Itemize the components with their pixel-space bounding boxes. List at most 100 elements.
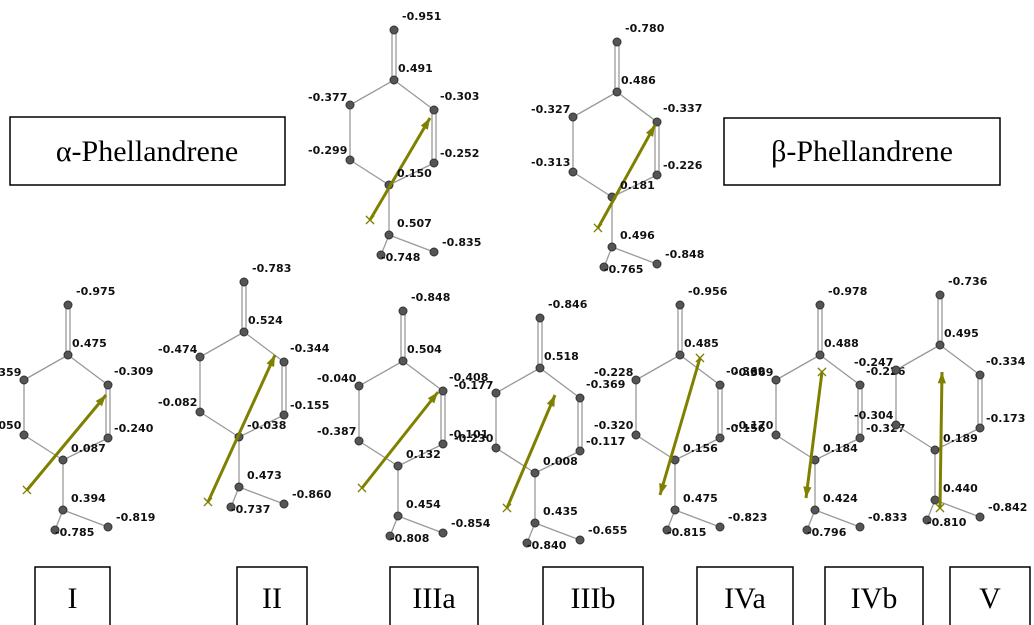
charge-label: -0.313 bbox=[531, 156, 570, 169]
bond bbox=[63, 510, 108, 527]
charge-label: -0.240 bbox=[114, 422, 154, 435]
charge-label: -0.369 bbox=[734, 366, 773, 379]
charge-label: -0.783 bbox=[252, 262, 291, 275]
bond bbox=[350, 80, 394, 105]
atom bbox=[64, 301, 72, 309]
arrow-head bbox=[659, 483, 667, 495]
atom bbox=[816, 351, 824, 359]
bond bbox=[403, 361, 443, 391]
origin-mark: × bbox=[933, 498, 946, 517]
charge-label: -0.337 bbox=[663, 102, 702, 115]
origin-mark: × bbox=[355, 478, 368, 497]
charge-label: -0.956 bbox=[688, 285, 728, 298]
charge-label: -0.320 bbox=[594, 419, 634, 432]
charge-label: -0.038 bbox=[247, 419, 286, 432]
charge-label: 0.496 bbox=[620, 229, 655, 242]
charge-label: -0.155 bbox=[290, 399, 329, 412]
charge-label: -0.334 bbox=[986, 355, 1026, 368]
charge-label: -0.951 bbox=[402, 10, 441, 23]
charge-label: -0.808 bbox=[390, 532, 429, 545]
bond bbox=[573, 92, 617, 117]
arrow-head bbox=[421, 118, 430, 130]
atom bbox=[856, 523, 864, 531]
atom bbox=[64, 351, 72, 359]
charge-label: -0.226 bbox=[663, 159, 703, 172]
origin-mark: × bbox=[500, 498, 513, 517]
charge-label: -0.975 bbox=[76, 285, 115, 298]
atom bbox=[976, 424, 984, 432]
atom bbox=[280, 358, 288, 366]
atom bbox=[385, 231, 393, 239]
atom bbox=[613, 38, 621, 46]
charge-label: 0.473 bbox=[247, 469, 282, 482]
charge-label: -0.823 bbox=[728, 511, 767, 524]
charge-label: 0.454 bbox=[406, 498, 441, 511]
charge-label: -0.835 bbox=[442, 236, 481, 249]
bond bbox=[200, 412, 239, 437]
bond bbox=[776, 355, 820, 380]
bond bbox=[200, 332, 244, 357]
bond bbox=[612, 247, 657, 264]
bond bbox=[636, 435, 675, 460]
charge-label: -0.177 bbox=[454, 379, 493, 392]
bond bbox=[675, 510, 720, 527]
atom bbox=[240, 278, 248, 286]
atom bbox=[936, 341, 944, 349]
bond bbox=[389, 235, 434, 252]
charge-label: 0.485 bbox=[684, 337, 719, 350]
atom bbox=[576, 394, 584, 402]
charge-label: 0.504 bbox=[407, 343, 442, 356]
charge-label: -0.230 bbox=[454, 432, 494, 445]
bond bbox=[617, 92, 657, 122]
bond bbox=[940, 345, 980, 375]
charge-label: 0.488 bbox=[824, 337, 859, 350]
atom bbox=[355, 437, 363, 445]
arrow-head bbox=[938, 372, 946, 383]
molecule-name: β-Phellandrene bbox=[771, 135, 953, 168]
charge-label: -0.860 bbox=[292, 488, 332, 501]
dipole-arrow bbox=[806, 372, 822, 498]
origin-mark: × bbox=[693, 348, 706, 367]
charge-label: -0.344 bbox=[290, 342, 330, 355]
charge-label: -0.309 bbox=[114, 365, 153, 378]
charge-label: -0.833 bbox=[868, 511, 907, 524]
bond bbox=[244, 332, 284, 362]
charge-label: 0.486 bbox=[621, 74, 656, 87]
atom bbox=[104, 381, 112, 389]
charge-label: -0.854 bbox=[451, 517, 491, 530]
bond bbox=[896, 425, 935, 450]
atom bbox=[576, 447, 584, 455]
bond bbox=[394, 80, 434, 110]
charge-label: 0.435 bbox=[543, 505, 578, 518]
atom bbox=[811, 506, 819, 514]
charge-label: -0.765 bbox=[604, 263, 643, 276]
bond bbox=[24, 355, 68, 380]
conformer-label: IVb bbox=[851, 582, 898, 615]
atom bbox=[59, 456, 67, 464]
charge-label: 0.491 bbox=[398, 62, 433, 75]
atom bbox=[613, 88, 621, 96]
charge-label: 0.181 bbox=[620, 179, 655, 192]
charge-label: -0.737 bbox=[231, 503, 270, 516]
atom bbox=[531, 519, 539, 527]
origin-mark: × bbox=[201, 492, 214, 511]
atom bbox=[390, 76, 398, 84]
charge-label: -0.842 bbox=[988, 501, 1027, 514]
atom bbox=[892, 421, 900, 429]
atom bbox=[936, 291, 944, 299]
charge-label: -0.848 bbox=[665, 248, 704, 261]
charge-label: -0.748 bbox=[381, 251, 420, 264]
atom bbox=[531, 469, 539, 477]
conformer-label: IIIa bbox=[412, 582, 455, 615]
arrow-head bbox=[267, 355, 275, 367]
atom bbox=[536, 364, 544, 372]
charge-label: -0.655 bbox=[588, 524, 627, 537]
charge-label: -0.303 bbox=[440, 90, 479, 103]
atom bbox=[536, 314, 544, 322]
atom bbox=[394, 462, 402, 470]
charge-label: -0.252 bbox=[440, 147, 479, 160]
bond bbox=[24, 435, 63, 460]
bond bbox=[68, 355, 108, 385]
charge-label: 0.008 bbox=[543, 455, 578, 468]
atom bbox=[399, 307, 407, 315]
